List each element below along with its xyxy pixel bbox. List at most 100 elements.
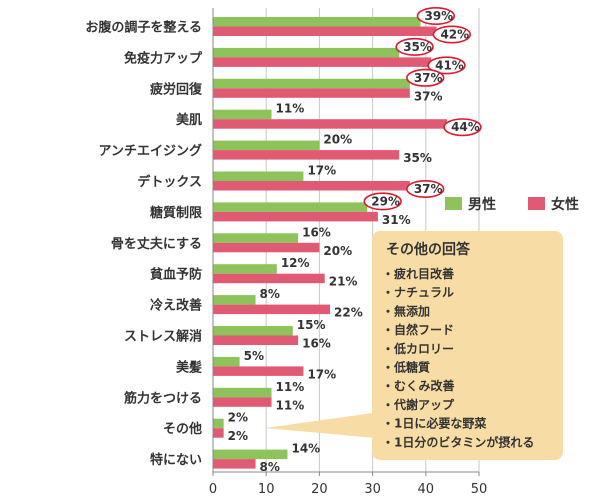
value-label: 8% [260,460,280,474]
value-label: 22% [334,306,363,320]
callout-item: ・自然フード [382,322,454,337]
highlight-ring [427,56,466,75]
category-label: 特にない [150,452,202,468]
legend-swatch-male [445,197,462,210]
legend-label-female: 女性 [551,196,579,213]
value-label: 20% [323,133,352,147]
callout-item: ・むくみ改善 [382,378,454,393]
value-label: 37% [414,71,443,85]
value-labels: 39%42%35%41%37%37%11%44%20%35%17%37%29%3… [228,7,482,474]
callout-item: ・1日分のビタミンが摂れる [382,434,534,449]
bar-female [213,88,410,98]
callout-item: ・ナチュラル [382,286,454,300]
callout-item: ・低カロリー [382,341,454,356]
highlight-ring [363,192,402,211]
category-label: その他 [163,421,202,437]
category-label: デトックス [137,174,202,190]
value-label: 17% [307,164,336,178]
category-label: 免疫力アップ [124,50,203,66]
value-label: 35% [403,40,432,54]
category-label: 糖質制限 [150,205,203,221]
bars [213,17,448,469]
value-label: 42% [440,28,469,42]
callout-title: その他の回答 [386,241,471,258]
x-tick-label: 10 [258,482,275,497]
callout-box: その他の回答・疲れ目改善・ナチュラル・無添加・自然フード・低カロリー・低糖質・む… [265,231,563,460]
bar-male [213,295,256,305]
x-tick-label: 30 [364,482,381,497]
x-tick-label: 50 [471,482,488,497]
value-label: 14% [291,442,320,456]
value-label: 2% [228,429,248,443]
bar-female [213,428,224,438]
value-label: 5% [244,349,264,363]
callout-item: ・1日に必要な野菜 [382,416,486,431]
bar-female [213,335,299,345]
value-label: 2% [228,411,248,425]
value-label: 16% [302,337,331,351]
value-label: 39% [424,9,453,23]
highlight-ring [406,68,445,87]
category-labels: お腹の調子を整える免疫力アップ疲労回復美肌アンチエイジングデトックス糖質制限骨を… [85,20,203,469]
highlight-ring [406,180,445,199]
category-label: お腹の調子を整える [85,20,202,36]
legend-label-male: 男性 [468,196,496,213]
category-label: 冷え改善 [150,298,202,314]
bar-male [213,78,410,89]
bar-female [213,366,304,376]
highlight-ring [432,25,472,44]
value-label: 31% [382,213,411,227]
value-label: 37% [414,89,443,103]
callout-item: ・代謝アップ [382,397,455,412]
callout-item: ・無添加 [382,303,430,318]
value-label: 11% [276,398,305,412]
category-label: ストレス解消 [124,329,202,345]
bar-female [213,181,410,191]
bar-male [213,264,277,274]
value-label: 44% [451,120,480,134]
bar-female [213,26,437,36]
value-label: 16% [302,225,331,239]
bar-male [213,387,272,398]
callout-item: ・低糖質 [382,360,430,375]
value-label: 41% [435,58,464,72]
callout-item: ・疲れ目改善 [382,266,454,281]
bar-female [213,150,400,160]
bar-male [213,202,368,212]
value-label: 21% [329,275,358,289]
bar-female [213,211,378,222]
bar-male [213,17,421,27]
bar-male [213,418,224,429]
category-label: 貧血予防 [150,267,202,283]
value-label: 11% [276,102,305,116]
bar-male [213,233,299,243]
bar-male [213,109,272,120]
bar-female [213,119,448,129]
value-label: 15% [297,318,326,332]
category-label: アンチエイジング [99,143,202,159]
x-tick-label: 40 [418,482,435,497]
value-label: 37% [414,182,443,196]
category-label: 美肌 [176,112,202,128]
bar-female [213,57,432,67]
value-label: 11% [276,380,305,394]
category-label: 骨を丈夫にする [111,236,202,252]
x-axis: 0 10 20 30 40 50 [209,8,487,497]
category-label: 美髪 [176,359,202,375]
highlight-ring [395,37,434,56]
x-tick-label: 0 [209,482,217,497]
legend: 男性 女性 [445,196,579,213]
value-label: 35% [403,151,432,165]
x-tick-label: 20 [311,482,328,497]
bar-male [213,171,304,181]
bar-male [213,47,400,58]
legend-swatch-female [528,197,545,210]
value-label: 8% [260,287,280,301]
bar-female [213,397,272,407]
bar-male [213,449,288,460]
callout-background [372,231,563,460]
category-label: 筋力をつける [123,390,202,406]
highlight-ring [416,7,456,25]
value-label: 17% [307,367,336,381]
